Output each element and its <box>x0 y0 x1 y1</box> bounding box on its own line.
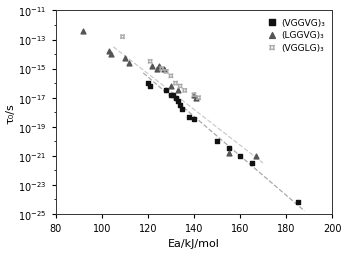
(VGGVG)₃ <box>163 89 169 93</box>
Legend: (VGGVG)₃, (LGGVG)₃, (VGGLG)₃: (VGGVG)₃, (LGGVG)₃, (VGGLG)₃ <box>265 16 328 55</box>
(VGGVG)₃ <box>249 161 254 165</box>
(LGGVG)₃ <box>194 96 199 100</box>
(LGGVG)₃ <box>191 93 197 97</box>
(VGGVG)₃ <box>147 85 153 89</box>
(LGGVG)₃ <box>168 85 174 89</box>
(LGGVG)₃ <box>127 61 132 66</box>
(VGGLG)₃ <box>120 35 125 39</box>
(VGGVG)₃ <box>170 93 176 97</box>
(LGGVG)₃ <box>175 89 180 93</box>
(VGGVG)₃ <box>214 140 220 144</box>
(LGGVG)₃ <box>154 67 160 71</box>
(VGGVG)₃ <box>180 108 185 112</box>
(VGGLG)₃ <box>182 89 187 93</box>
(VGGLG)₃ <box>196 96 201 100</box>
(LGGVG)₃ <box>81 30 86 34</box>
(VGGVG)₃ <box>226 147 231 151</box>
(VGGVG)₃ <box>177 103 183 107</box>
(VGGLG)₃ <box>147 60 153 64</box>
(VGGLG)₃ <box>163 70 169 74</box>
(LGGVG)₃ <box>106 50 111 54</box>
(VGGVG)₃ <box>175 99 180 103</box>
(LGGVG)₃ <box>253 154 259 158</box>
(LGGVG)₃ <box>108 53 114 57</box>
(VGGVG)₃ <box>168 93 174 97</box>
(VGGVG)₃ <box>295 200 301 204</box>
(VGGLG)₃ <box>177 85 183 89</box>
(VGGVG)₃ <box>173 96 178 100</box>
(VGGVG)₃ <box>145 82 151 86</box>
(VGGLG)₃ <box>168 74 174 78</box>
(VGGVG)₃ <box>187 115 192 119</box>
(VGGVG)₃ <box>237 154 243 158</box>
(VGGLG)₃ <box>173 82 178 86</box>
X-axis label: Ea/kJ/mol: Ea/kJ/mol <box>168 239 220 248</box>
Y-axis label: τ₀/s: τ₀/s <box>6 102 16 123</box>
(LGGVG)₃ <box>161 67 167 71</box>
(VGGLG)₃ <box>191 93 197 97</box>
(LGGVG)₃ <box>156 64 162 68</box>
(LGGVG)₃ <box>150 64 155 68</box>
(VGGVG)₃ <box>191 118 197 122</box>
(LGGVG)₃ <box>122 57 128 61</box>
(VGGLG)₃ <box>159 67 164 71</box>
(LGGVG)₃ <box>226 151 231 155</box>
